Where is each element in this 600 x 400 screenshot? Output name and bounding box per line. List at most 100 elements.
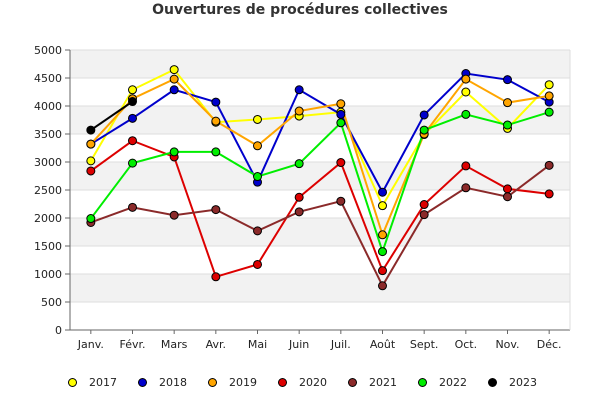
- data-point-2021: [211, 205, 221, 215]
- data-point-2018: [503, 75, 512, 85]
- data-point-2021: [378, 281, 387, 291]
- grid-band: [70, 218, 570, 246]
- data-point-2022: [419, 125, 429, 135]
- x-tick-label: Juil.: [330, 338, 351, 351]
- x-tick-label: Févr.: [119, 338, 145, 351]
- data-point-2020: [461, 161, 471, 171]
- data-point-2018: [128, 113, 137, 123]
- data-point-2022: [461, 109, 471, 119]
- series-line-2019: [90, 77, 550, 238]
- data-point-2020: [544, 189, 554, 199]
- data-point-2023: [128, 97, 137, 107]
- chart-title: Ouvertures de procédures collectives: [152, 2, 448, 18]
- legend-label: 2017: [89, 375, 117, 389]
- legend-item-2018: 2018: [138, 374, 187, 390]
- legend-marker: [488, 377, 497, 387]
- data-point-2020: [294, 192, 304, 202]
- series-line-2022: [90, 111, 550, 255]
- data-point-2019: [86, 139, 96, 149]
- data-point-2020: [128, 136, 137, 146]
- data-point-2022: [211, 147, 221, 157]
- x-tick-label: Janv.: [77, 338, 104, 351]
- legend-label: 2019: [229, 375, 257, 389]
- data-point-2018: [294, 85, 304, 95]
- legend-marker: [208, 377, 217, 387]
- data-point-2018: [211, 97, 221, 107]
- legend-item-2022: 2022: [418, 374, 467, 390]
- data-point-2018: [169, 85, 179, 95]
- y-tick-label: 500: [41, 296, 62, 309]
- y-tick-label: 2500: [34, 184, 62, 197]
- series-line-2021: [90, 164, 550, 288]
- legend-marker: [418, 377, 427, 387]
- data-point-2023: [86, 125, 96, 135]
- x-tick-label: Sept.: [410, 338, 439, 351]
- data-point-2019: [294, 106, 304, 116]
- y-tick-label: 1500: [34, 240, 62, 253]
- data-point-2017: [169, 65, 179, 75]
- data-point-2022: [294, 159, 304, 169]
- legend-label: 2021: [369, 375, 397, 389]
- legend-marker: [278, 377, 287, 387]
- data-point-2019: [503, 98, 512, 108]
- x-tick-label: Déc.: [537, 338, 562, 351]
- data-point-2018: [378, 187, 387, 197]
- legend-item-2019: 2019: [208, 374, 257, 390]
- grid-band: [70, 274, 570, 302]
- data-point-2018: [336, 109, 346, 119]
- x-tick-label: Avr.: [206, 338, 226, 351]
- y-tick-label: 4500: [34, 72, 62, 85]
- data-point-2022: [169, 147, 179, 157]
- data-point-2019: [544, 91, 554, 101]
- data-point-2017: [378, 201, 387, 211]
- data-point-2022: [253, 172, 262, 182]
- data-point-2021: [419, 210, 429, 220]
- legend-item-2023: 2023: [488, 374, 537, 390]
- legend-label: 2022: [439, 375, 467, 389]
- series-line-2023: [90, 100, 134, 131]
- y-tick-label: 1000: [34, 268, 62, 281]
- legend-item-2020: 2020: [278, 374, 327, 390]
- y-tick-label: 5000: [34, 44, 62, 57]
- legend-marker: [348, 377, 357, 387]
- x-tick-label: Juin: [288, 338, 309, 351]
- data-point-2021: [336, 196, 346, 206]
- data-point-2019: [253, 141, 262, 151]
- data-point-2020: [86, 166, 96, 176]
- data-point-2020: [503, 184, 512, 194]
- grid-band: [70, 162, 570, 190]
- x-tick-label: Août: [370, 338, 396, 351]
- x-tick-label: Mai: [248, 338, 267, 351]
- data-point-2022: [336, 118, 346, 128]
- plot-area: 0 500 1000 1500 2000 2500 3000 3500 4000 4500 5000…: [34, 44, 571, 351]
- legend: 2017 2018 2019 2020 2021 2022 2023: [0, 374, 600, 390]
- data-point-2020: [253, 259, 262, 269]
- data-point-2022: [544, 107, 554, 117]
- data-point-2019: [378, 230, 387, 240]
- data-point-2022: [128, 158, 137, 168]
- y-tick-label: 4000: [34, 100, 62, 113]
- data-point-2022: [86, 214, 96, 224]
- series-line-2020: [90, 139, 550, 279]
- data-point-2019: [461, 74, 471, 84]
- data-point-2020: [211, 272, 221, 282]
- data-point-2017: [253, 114, 262, 124]
- data-point-2021: [128, 202, 137, 212]
- data-point-2018: [419, 110, 429, 120]
- legend-marker: [138, 377, 147, 387]
- x-tick-label: Mars: [161, 338, 188, 351]
- legend-label: 2020: [299, 375, 327, 389]
- data-point-2021: [461, 183, 471, 193]
- data-point-2020: [378, 266, 387, 276]
- data-point-2019: [169, 74, 179, 84]
- data-point-2021: [294, 207, 304, 217]
- data-point-2021: [503, 192, 512, 202]
- legend-label: 2018: [159, 375, 187, 389]
- series-line-2017: [89, 68, 550, 208]
- data-point-2021: [544, 160, 554, 170]
- data-point-2020: [419, 200, 429, 210]
- data-point-2021: [253, 226, 262, 236]
- y-tick-label: 2000: [34, 212, 62, 225]
- data-point-2017: [86, 156, 96, 166]
